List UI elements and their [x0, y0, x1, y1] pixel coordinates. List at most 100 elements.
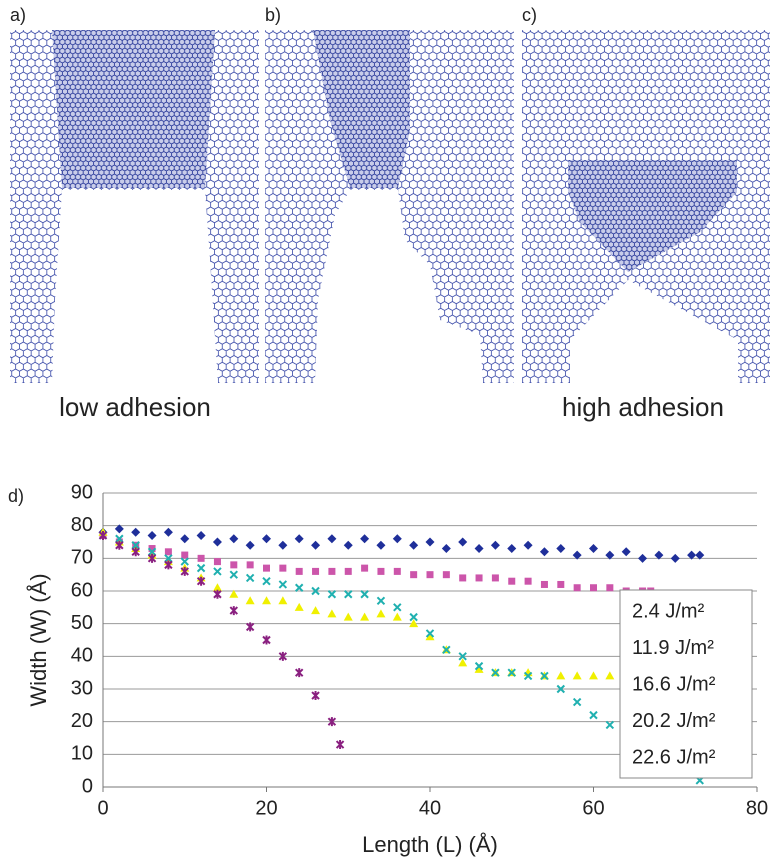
point: [311, 691, 320, 701]
point: [245, 596, 255, 605]
point: [376, 540, 386, 550]
point: [361, 564, 369, 572]
point: [458, 537, 468, 547]
point: [393, 603, 402, 612]
point: [131, 547, 140, 557]
point: [605, 550, 615, 560]
x-axis-label: Length (L) (Å): [362, 832, 498, 857]
point: [507, 544, 517, 554]
point: [572, 697, 582, 707]
point: [114, 524, 124, 534]
point: [278, 580, 288, 589]
point: [197, 554, 205, 562]
point: [442, 645, 451, 655]
x-tick-label: 60: [582, 797, 604, 819]
point: [410, 571, 418, 579]
legend-entry: 16.6 J/m²: [632, 673, 716, 695]
point: [212, 537, 222, 547]
point: [115, 534, 124, 543]
y-tick-label: 50: [71, 612, 93, 634]
point: [279, 564, 287, 572]
y-tick-label: 10: [71, 743, 93, 765]
point: [131, 541, 140, 550]
point: [426, 571, 434, 579]
y-tick-label: 40: [71, 645, 93, 667]
point: [393, 567, 401, 575]
point: [147, 530, 157, 540]
point: [523, 540, 533, 550]
x-tick-label: 80: [746, 797, 768, 819]
y-tick-label: 0: [82, 775, 93, 797]
hole: [315, 190, 483, 383]
point: [245, 573, 255, 583]
point: [589, 544, 598, 554]
point: [459, 574, 467, 582]
panel-label: b): [265, 5, 281, 25]
point: [230, 561, 238, 569]
y-tick-label: 80: [71, 514, 93, 536]
point: [605, 671, 615, 680]
hole: [52, 190, 218, 383]
point: [606, 584, 614, 592]
point: [556, 684, 566, 694]
point: [311, 540, 321, 550]
point: [327, 534, 337, 544]
point: [343, 612, 353, 621]
point: [213, 558, 221, 566]
point: [181, 551, 189, 559]
point: [294, 583, 304, 592]
point: [327, 717, 337, 727]
point: [540, 671, 549, 681]
point: [425, 629, 435, 638]
point: [147, 547, 157, 557]
point: [376, 609, 386, 618]
point: [164, 554, 173, 563]
point: [148, 545, 156, 553]
point: [539, 547, 549, 557]
point: [229, 589, 239, 598]
point: [441, 544, 451, 554]
point: [180, 557, 189, 566]
point: [590, 584, 597, 592]
point: [425, 537, 435, 547]
point: [376, 596, 386, 606]
point: [344, 567, 352, 575]
point: [262, 576, 271, 586]
point: [262, 534, 271, 544]
point: [196, 530, 206, 540]
point: [654, 550, 664, 560]
panel-c: c): [522, 5, 770, 383]
point: [360, 612, 370, 621]
point: [164, 548, 172, 556]
point: [474, 544, 484, 554]
panel-label: d): [8, 486, 24, 506]
point: [295, 567, 303, 575]
point: [229, 606, 239, 616]
point: [294, 668, 304, 678]
point: [327, 590, 337, 599]
point: [556, 671, 566, 680]
y-axis-label: Width (W) (Å): [26, 573, 51, 706]
x-tick-label: 40: [419, 797, 441, 819]
legend-entry: 2.4 J/m²: [632, 600, 705, 622]
point: [490, 540, 500, 550]
point: [474, 661, 484, 671]
y-tick-label: 60: [71, 579, 93, 601]
point: [263, 564, 270, 572]
y-tick-label: 20: [71, 710, 93, 732]
point: [278, 596, 288, 605]
point: [147, 553, 157, 563]
point: [262, 635, 271, 645]
point: [196, 576, 206, 586]
point: [621, 547, 631, 557]
point: [377, 567, 385, 575]
point: [335, 740, 345, 750]
y-tick-label: 90: [71, 481, 93, 503]
point: [638, 553, 648, 563]
point: [327, 609, 337, 618]
legend-box: [619, 589, 753, 779]
point: [605, 720, 615, 730]
point: [343, 540, 353, 550]
point: [557, 580, 565, 588]
